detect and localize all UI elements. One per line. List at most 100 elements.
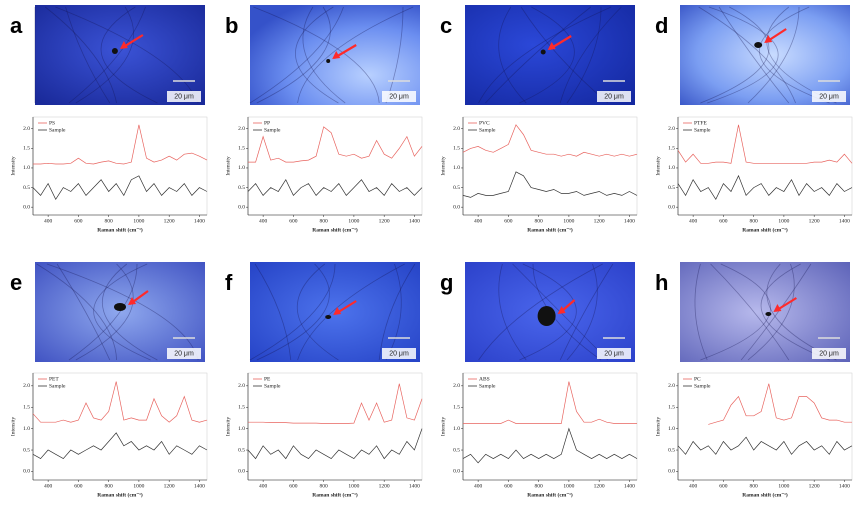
y-tick-label: 0.0 [238, 469, 245, 475]
fiber [747, 263, 795, 361]
x-tick-label: 600 [289, 218, 298, 224]
arrow-head [764, 35, 773, 43]
y-axis-label: Intensity [440, 417, 446, 436]
particle [114, 303, 126, 311]
legend-label: Sample [264, 127, 281, 133]
fiber [297, 6, 414, 104]
y-tick-label: 2.0 [668, 126, 675, 132]
panel-label: f [225, 270, 233, 295]
x-tick-label: 1200 [809, 218, 820, 224]
x-axis-label: Raman shift (cm⁻¹) [742, 491, 788, 498]
x-tick-label: 1000 [348, 483, 359, 489]
scale-box [167, 91, 201, 102]
y-tick-label: 2.0 [668, 383, 675, 389]
spectrum-line [462, 427, 638, 464]
fiber [100, 6, 158, 104]
scale-label: 20 μm [389, 350, 409, 357]
x-tick-label: 1000 [133, 218, 144, 224]
y-tick-label: 0.5 [238, 185, 245, 191]
y-tick-label: 1.0 [668, 165, 675, 171]
fiber [65, 6, 111, 104]
fiber [700, 6, 770, 104]
x-tick-label: 1400 [409, 483, 420, 489]
x-tick-label: 600 [74, 218, 83, 224]
scale-box [812, 348, 846, 359]
y-tick-label: 0.0 [23, 469, 30, 475]
spectrum-line [248, 383, 423, 424]
arrow-head [333, 307, 342, 315]
scale-label: 20 μm [174, 93, 194, 100]
fiber [519, 263, 577, 361]
x-tick-label: 1200 [379, 218, 390, 224]
micrograph [680, 262, 850, 362]
scale-label: 20 μm [174, 350, 194, 357]
fiber [302, 6, 346, 104]
fiber [519, 6, 575, 104]
scale-box [167, 348, 201, 359]
scale-label: 20 μm [389, 93, 409, 100]
y-tick-label: 0.0 [238, 204, 245, 210]
scale-box [382, 91, 416, 102]
x-tick-label: 400 [474, 483, 483, 489]
spectrum-line [677, 436, 853, 455]
y-tick-label: 0.0 [23, 204, 30, 210]
fiber [44, 6, 117, 104]
legend-label: Sample [49, 127, 66, 133]
fiber [559, 263, 614, 361]
fiber [253, 6, 380, 104]
x-tick-label: 1000 [778, 483, 789, 489]
scale-box [812, 91, 846, 102]
x-tick-label: 600 [504, 218, 513, 224]
fiber [694, 263, 708, 361]
y-tick-label: 0.5 [668, 185, 675, 191]
y-axis-label: Intensity [440, 156, 446, 175]
y-tick-label: 2.0 [23, 383, 30, 389]
particle [540, 49, 546, 55]
legend-label: PE [264, 376, 271, 382]
y-tick-label: 2.0 [23, 126, 30, 132]
x-tick-label: 800 [320, 218, 329, 224]
legend-label: PC [694, 376, 701, 382]
micrograph [35, 262, 205, 362]
scale-label: 20 μm [604, 350, 624, 357]
panel-label: e [10, 270, 22, 295]
x-tick-label: 600 [719, 483, 728, 489]
x-tick-label: 600 [289, 483, 298, 489]
fiber [75, 6, 134, 104]
fiber [36, 263, 117, 361]
x-tick-label: 1000 [563, 483, 574, 489]
y-tick-label: 1.5 [668, 146, 675, 152]
y-tick-label: 1.5 [23, 405, 30, 411]
spectrum-line [462, 124, 638, 157]
y-tick-label: 1.5 [23, 146, 30, 152]
fiber [256, 6, 331, 104]
fiber [566, 6, 602, 104]
spectrum-line [33, 124, 208, 165]
y-tick-label: 0.5 [23, 185, 30, 191]
x-tick-label: 1200 [164, 218, 175, 224]
scale-box [597, 348, 631, 359]
y-tick-label: 0.5 [668, 447, 675, 453]
scale-box [597, 91, 631, 102]
y-tick-label: 0.0 [668, 204, 675, 210]
spectrum-line [677, 174, 853, 201]
legend-label: PS [49, 120, 55, 126]
x-tick-label: 1200 [809, 483, 820, 489]
fiber [698, 6, 796, 104]
arrow-head [547, 42, 556, 50]
x-tick-label: 1000 [778, 218, 789, 224]
fiber [297, 263, 339, 361]
fiber [101, 263, 158, 361]
fiber [478, 263, 603, 361]
panel-label: b [225, 13, 238, 38]
x-tick-label: 1400 [409, 218, 420, 224]
x-tick-label: 1400 [624, 483, 635, 489]
fiber [740, 263, 812, 361]
x-axis-label: Raman shift (cm⁻¹) [527, 491, 573, 498]
fiber [559, 6, 622, 104]
y-tick-label: 1.0 [238, 426, 245, 432]
fiber [93, 263, 151, 361]
spectrum-line [247, 428, 423, 460]
x-axis-label: Raman shift (cm⁻¹) [312, 226, 358, 233]
y-tick-label: 0.0 [453, 469, 460, 475]
